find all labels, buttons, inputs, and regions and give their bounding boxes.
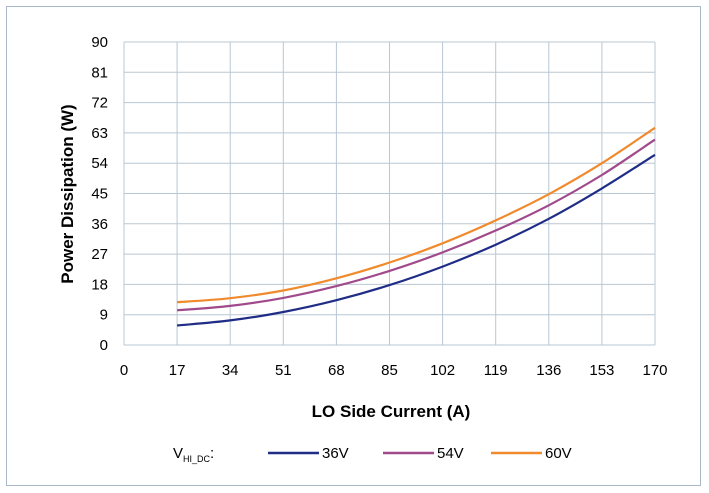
- y-tick-label: 0: [100, 337, 108, 354]
- x-tick-label: 68: [328, 362, 345, 379]
- x-tick-label: 34: [222, 362, 239, 379]
- x-tick-label: 170: [642, 362, 667, 379]
- y-tick-label: 36: [91, 216, 108, 233]
- y-tick-label: 9: [100, 307, 108, 324]
- y-tick-label: 18: [91, 276, 108, 293]
- y-tick-label: 90: [91, 34, 108, 51]
- y-tick-label: 27: [91, 246, 108, 263]
- series-lines: [176, 126, 656, 327]
- legend: VHI_DC: 36V 54V 60V: [173, 445, 572, 464]
- y-axis-title: Power Dissipation (W): [58, 104, 77, 283]
- legend-prefix-sub: HI_DC: [183, 454, 211, 464]
- y-tick-label: 72: [91, 95, 108, 112]
- x-axis-title: LO Side Current (A): [312, 402, 471, 421]
- x-tick-label: 51: [275, 362, 292, 379]
- x-tick-label: 136: [536, 362, 561, 379]
- series-line-36v: [176, 153, 656, 327]
- grid: [123, 41, 656, 346]
- y-tick-label: 63: [91, 125, 108, 142]
- legend-prefix: VHI_DC:: [173, 445, 214, 464]
- chart-frame: [6, 6, 701, 486]
- y-tick-label: 54: [91, 155, 108, 172]
- x-axis-ticks: 0 17 34 51 68 85 102 119 136 153 170: [120, 362, 668, 379]
- legend-label-36v: 36V: [322, 445, 349, 462]
- y-tick-label: 45: [91, 186, 108, 203]
- x-tick-label: 17: [169, 362, 186, 379]
- legend-label-60v: 60V: [545, 445, 572, 462]
- x-tick-label: 0: [120, 362, 128, 379]
- legend-label-54v: 54V: [437, 445, 464, 462]
- y-tick-label: 81: [91, 64, 108, 81]
- legend-prefix-suffix: :: [210, 445, 214, 462]
- series-line-54v: [177, 138, 656, 312]
- x-tick-label: 85: [381, 362, 398, 379]
- x-tick-label: 102: [430, 362, 455, 379]
- y-axis-ticks: 0 9 18 27 36 45 54 63 72 81 90: [91, 34, 108, 354]
- x-tick-label: 119: [484, 362, 508, 379]
- series-line-60v: [177, 126, 656, 304]
- legend-prefix-main: V: [173, 445, 183, 462]
- x-tick-label: 153: [589, 362, 614, 379]
